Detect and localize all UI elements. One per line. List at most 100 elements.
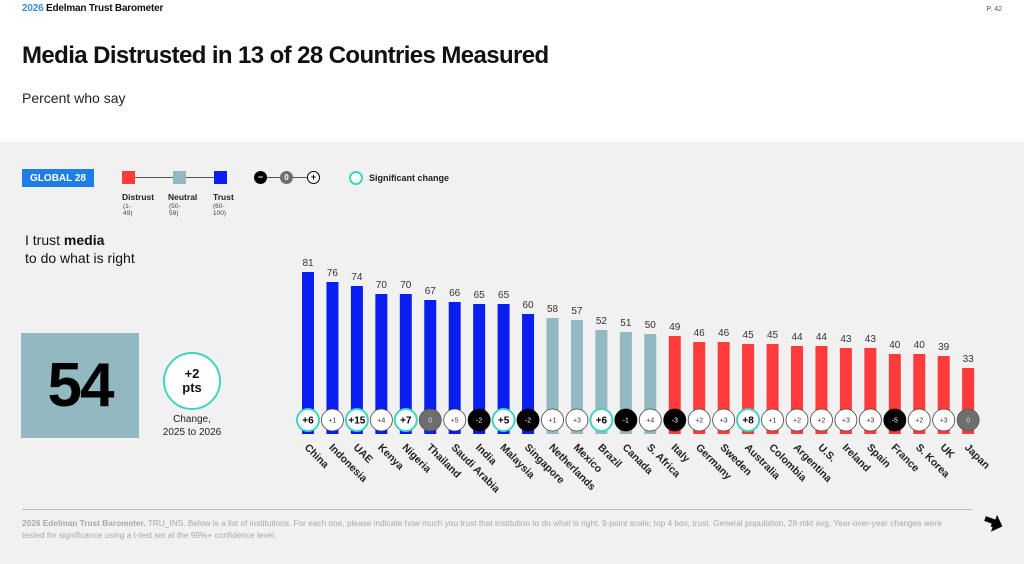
bar-value-label: 43 (840, 334, 852, 345)
bar-value-label: 65 (498, 290, 510, 301)
bar (375, 294, 388, 434)
change-circle (956, 408, 980, 432)
legend-connector (135, 177, 173, 178)
global-change-caption: Change, 2025 to 2026 (150, 413, 234, 439)
change-circle (393, 408, 418, 432)
bar-value-label: 44 (791, 332, 803, 343)
bar (302, 272, 314, 434)
footnote-text: TRU_INS. Below is a list of institutions… (22, 518, 942, 540)
neutral-swatch (173, 171, 186, 184)
change-circle (761, 408, 784, 432)
category-label: UK (938, 442, 958, 462)
change-value-label: +1 (769, 418, 777, 425)
change-circle (736, 408, 761, 432)
caption-line-2: 2025 to 2026 (162, 427, 222, 438)
change-circle (296, 408, 320, 432)
change-value-label: 0 (428, 418, 432, 425)
bar-value-label: 46 (694, 328, 706, 339)
change-circle (541, 408, 564, 432)
change-value-label: -2 (476, 418, 482, 425)
change-value-label: +2 (915, 418, 923, 425)
change-value-label: +3 (866, 418, 874, 425)
trust-range: (60-100) (213, 203, 227, 217)
bar-value-label: 40 (889, 340, 901, 351)
significant-change-label: Significant change (369, 173, 450, 183)
bar-value-label: 46 (718, 328, 730, 339)
change-value-label: +3 (720, 418, 728, 425)
bar (424, 300, 437, 434)
bar (570, 320, 583, 434)
change-value-label: +1 (328, 418, 336, 425)
change-circle (907, 408, 931, 432)
bar (497, 304, 510, 434)
change-value-label: +6 (302, 416, 314, 427)
bar (399, 294, 412, 434)
change-value-label: +5 (451, 418, 459, 425)
bar-value-label: 43 (865, 334, 877, 345)
brand-logo: 2026 Edelman Trust Barometer (22, 3, 163, 14)
neutral-label: Neutral (168, 192, 198, 202)
change-value-label: +8 (742, 416, 754, 427)
change-value-label: -2 (525, 418, 531, 425)
global-change-badge: +2 pts (163, 352, 221, 410)
bar-value-label: 81 (302, 258, 314, 269)
change-circle (834, 408, 858, 432)
significant-change-legend: Significant change (349, 171, 449, 185)
global-score: 54 (21, 333, 139, 438)
trust-label: Trust (213, 192, 234, 202)
bar-value-label: 52 (596, 316, 608, 327)
bar-value-label: 39 (938, 342, 950, 353)
page-title: Media Distrusted in 13 of 28 Countries M… (22, 42, 549, 69)
change-value-label: +2 (793, 418, 801, 425)
change-circle (491, 408, 516, 432)
chart-panel (0, 142, 1024, 564)
question-suffix: to do what is right (25, 250, 135, 266)
change-circle (712, 408, 736, 432)
page-subtitle: Percent who say (22, 90, 126, 106)
change-circle (785, 408, 809, 432)
change-circle (369, 408, 393, 432)
change-circle (589, 408, 614, 432)
change-value-label: +3 (842, 418, 850, 425)
neutral-range: (50-59) (169, 203, 181, 217)
change-circle (565, 408, 589, 432)
change-value-label: 0 (966, 418, 970, 425)
plus-icon: + (307, 171, 320, 184)
change-value-label: +5 (498, 416, 510, 427)
category-label: Kenya (375, 442, 406, 473)
change-value-label: +6 (596, 416, 608, 427)
bar-value-label: 67 (425, 286, 437, 297)
page-number: P. 42 (986, 6, 1002, 13)
change-value-label: +4 (377, 418, 385, 425)
caption-line-1: Change, (173, 414, 211, 425)
change-circle (516, 408, 540, 432)
footer-divider (22, 509, 972, 510)
next-page-arrow-icon[interactable] (982, 514, 1004, 534)
change-direction-legend: − 0 + (254, 170, 324, 186)
metric-question: I trust media to do what is right (25, 231, 135, 267)
bar (546, 318, 559, 434)
global-badge: GLOBAL 28 (22, 169, 94, 187)
bar-value-label: 33 (963, 354, 975, 365)
global-change-unit: pts (182, 380, 202, 395)
bar-value-label: 60 (522, 300, 534, 311)
change-circle (858, 408, 882, 432)
bar-value-label: 49 (669, 322, 681, 333)
change-value-label: +2 (695, 418, 703, 425)
change-value-label: -3 (672, 418, 678, 425)
change-value-label: +7 (400, 416, 412, 427)
bar (326, 282, 339, 434)
zero-icon: 0 (280, 171, 293, 184)
distrust-range: (1-49) (123, 203, 133, 217)
change-value-label: -1 (623, 418, 629, 425)
bar-value-label: 70 (376, 280, 388, 291)
change-circle (614, 408, 638, 432)
bar-value-label: 45 (743, 330, 755, 341)
bar-value-label: 57 (571, 306, 583, 317)
bar-value-label: 65 (474, 290, 486, 301)
change-value-label: +3 (573, 418, 581, 425)
change-value-label: +3 (940, 418, 948, 425)
significant-ring-icon (349, 171, 363, 185)
category-label: China (302, 442, 331, 471)
legend-connector (186, 177, 214, 178)
